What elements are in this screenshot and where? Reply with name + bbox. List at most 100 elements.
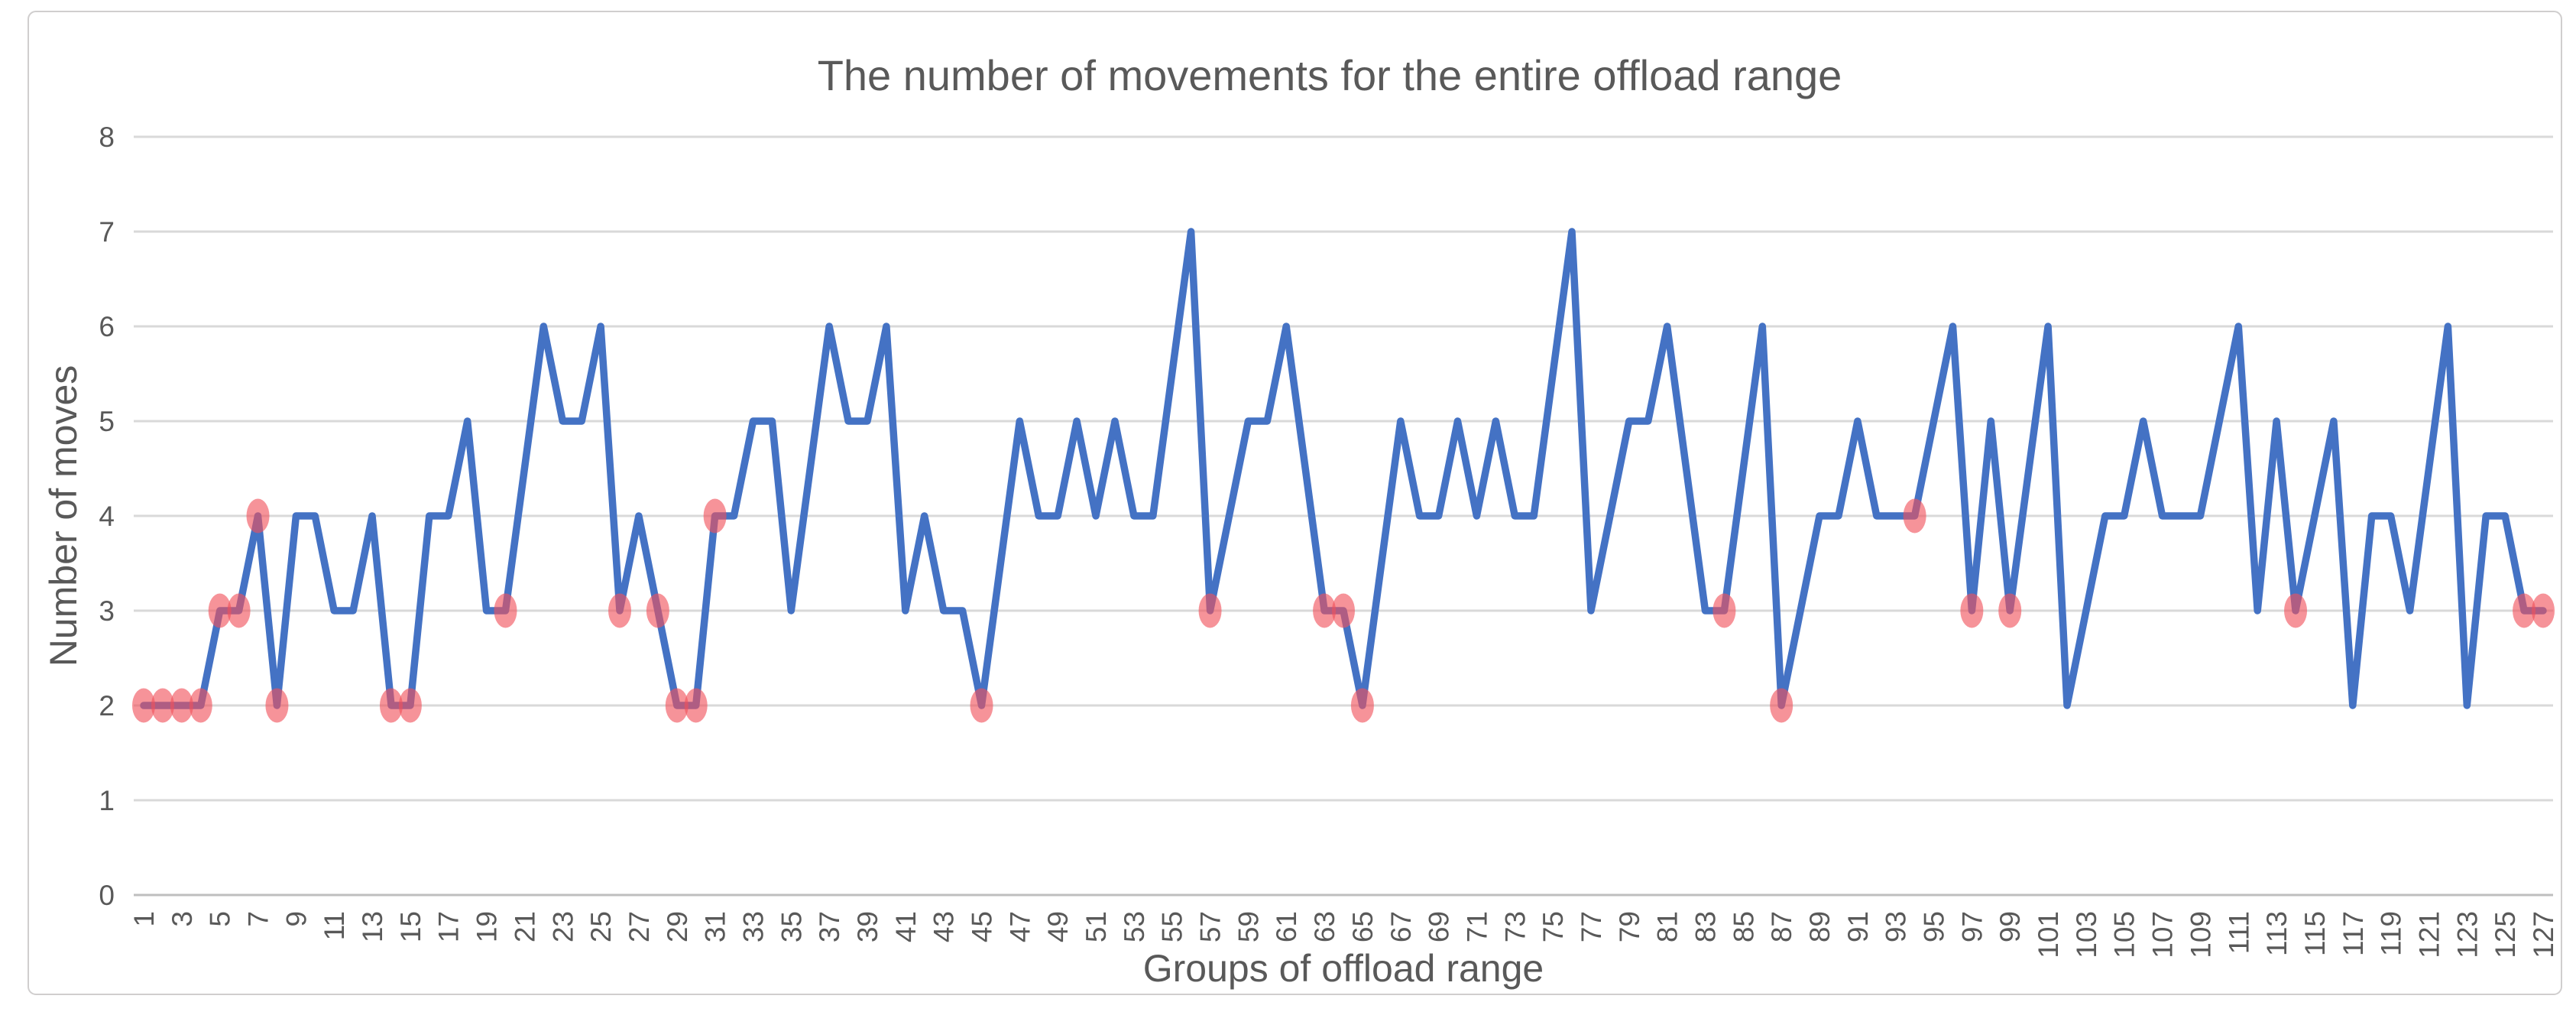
- x-tick-label: 105: [2109, 911, 2140, 958]
- x-tick-label: 103: [2071, 911, 2102, 958]
- y-axis-tick-labels: 0 1 2 3 4 5 6 7 8: [99, 122, 115, 911]
- data-point-marker: [265, 688, 289, 723]
- x-tick-label: 39: [852, 911, 883, 942]
- x-tick-label: 29: [662, 911, 693, 942]
- x-tick-label: 31: [700, 911, 731, 942]
- x-tick-label: 9: [280, 911, 312, 927]
- x-tick-label: 117: [2338, 911, 2369, 956]
- x-tick-label: 63: [1309, 911, 1340, 942]
- x-tick-label: 85: [1728, 911, 1759, 942]
- x-tick-label: 3: [167, 911, 198, 927]
- x-tick-label: 65: [1347, 911, 1379, 942]
- x-tick-label: 71: [1461, 911, 1492, 942]
- x-tick-label: 13: [357, 911, 388, 942]
- y-tick-label: 8: [99, 122, 115, 153]
- x-axis-title: Groups of offload range: [1143, 947, 1544, 990]
- highlight-markers: [132, 498, 2555, 723]
- data-point-marker: [1313, 593, 1337, 628]
- x-tick-label: 77: [1576, 911, 1607, 942]
- data-point-marker: [1903, 498, 1926, 533]
- data-point-marker: [1350, 688, 1374, 723]
- data-point-marker: [1998, 593, 2022, 628]
- data-point-marker: [665, 688, 689, 723]
- x-tick-label: 111: [2223, 911, 2254, 954]
- data-point-marker: [703, 498, 727, 533]
- y-tick-label: 3: [99, 595, 115, 627]
- x-tick-label: 75: [1537, 911, 1569, 942]
- data-point-marker: [970, 688, 993, 723]
- data-point-marker: [2284, 593, 2308, 628]
- x-tick-label: 119: [2376, 911, 2407, 956]
- x-tick-label: 99: [1994, 911, 2026, 942]
- y-axis-title: Number of moves: [42, 365, 85, 667]
- data-point-marker: [132, 688, 155, 723]
- data-point-marker: [494, 593, 517, 628]
- y-tick-label: 1: [99, 785, 115, 816]
- data-point-marker: [227, 593, 251, 628]
- x-tick-label: 113: [2261, 911, 2292, 956]
- x-tick-label: 87: [1766, 911, 1797, 942]
- x-tick-label: 69: [1424, 911, 1455, 942]
- x-tick-label: 79: [1614, 911, 1645, 942]
- data-point-marker: [246, 498, 270, 533]
- x-tick-label: 43: [928, 911, 960, 942]
- y-tick-label: 6: [99, 311, 115, 342]
- y-tick-label: 0: [99, 880, 115, 911]
- data-point-marker: [208, 593, 232, 628]
- x-tick-label: 53: [1119, 911, 1150, 942]
- x-tick-label: 7: [243, 911, 274, 927]
- data-point-marker: [398, 688, 422, 723]
- x-tick-label: 25: [585, 911, 617, 942]
- chart-title: The number of movements for the entire o…: [818, 51, 1842, 99]
- x-tick-label: 89: [1804, 911, 1836, 942]
- data-point-marker: [1712, 593, 1736, 628]
- x-tick-label: 11: [319, 911, 350, 940]
- x-tick-label: 95: [1919, 911, 1950, 942]
- x-tick-label: 109: [2185, 911, 2216, 958]
- data-point-marker: [684, 688, 708, 723]
- x-tick-label: 21: [509, 911, 540, 942]
- data-point-marker: [379, 688, 403, 723]
- x-tick-label: 107: [2147, 911, 2179, 958]
- x-tick-label: 125: [2490, 911, 2521, 958]
- x-tick-label: 93: [1881, 911, 1912, 942]
- x-tick-label: 19: [471, 911, 503, 942]
- x-tick-label: 23: [547, 911, 578, 942]
- y-tick-label: 7: [99, 216, 115, 248]
- data-point-marker: [2513, 593, 2536, 628]
- x-tick-label: 1: [128, 911, 160, 927]
- x-tick-label: 55: [1157, 911, 1188, 942]
- x-tick-label: 81: [1652, 911, 1683, 942]
- data-point-marker: [1198, 593, 1222, 628]
- x-tick-label: 47: [1004, 911, 1035, 942]
- gridlines: [134, 135, 2553, 897]
- x-tick-label: 91: [1842, 911, 1874, 942]
- x-tick-label: 45: [967, 911, 998, 942]
- y-tick-label: 4: [99, 501, 115, 532]
- data-point-marker: [1770, 688, 1793, 723]
- x-tick-label: 123: [2451, 911, 2483, 958]
- data-point-marker: [151, 688, 174, 723]
- x-tick-label: 51: [1081, 911, 1112, 942]
- x-tick-label: 67: [1385, 911, 1417, 942]
- x-tick-label: 59: [1233, 911, 1264, 942]
- x-tick-label: 35: [776, 911, 807, 942]
- data-point-marker: [2532, 593, 2555, 628]
- x-tick-label: 5: [205, 911, 236, 927]
- chart-border: [28, 11, 2562, 995]
- x-tick-label: 17: [433, 911, 465, 942]
- x-tick-label: 57: [1195, 911, 1226, 942]
- x-tick-label: 83: [1690, 911, 1721, 942]
- x-tick-label: 61: [1271, 911, 1302, 942]
- x-tick-label: 33: [737, 911, 769, 942]
- x-tick-label: 15: [395, 911, 426, 942]
- x-tick-label: 101: [2033, 911, 2064, 958]
- data-point-marker: [170, 688, 193, 723]
- x-tick-label: 127: [2528, 911, 2559, 958]
- x-tick-label: 73: [1499, 911, 1531, 942]
- x-tick-label: 41: [890, 911, 922, 942]
- data-point-marker: [1960, 593, 1984, 628]
- x-tick-label: 37: [814, 911, 845, 942]
- data-point-marker: [646, 593, 669, 628]
